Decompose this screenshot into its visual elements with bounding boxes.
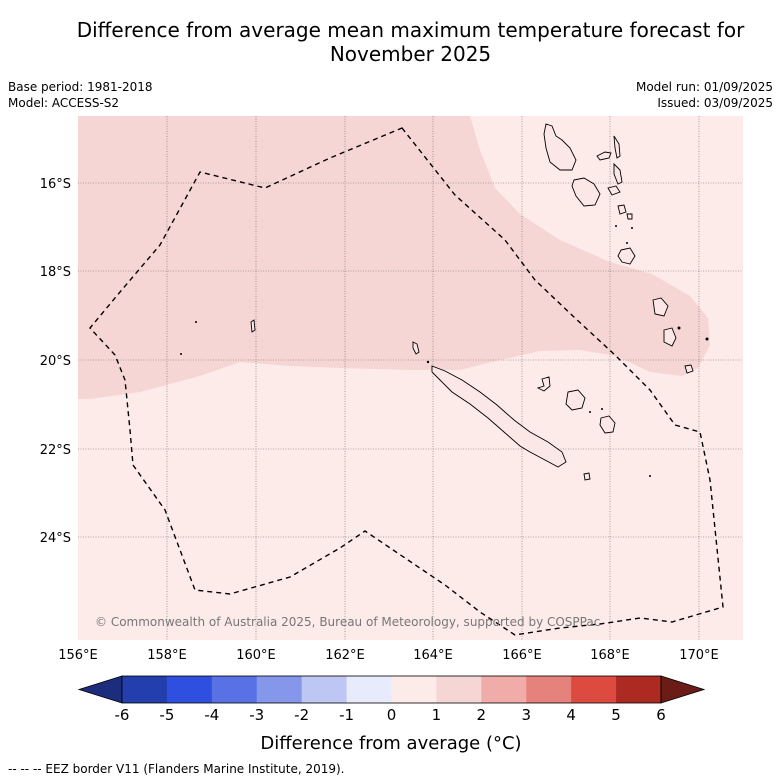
- erromango: [652, 297, 669, 317]
- colorbar-segment: [346, 676, 392, 703]
- lat-label: 20°S: [40, 354, 71, 369]
- title-line-1: Difference from average mean maximum tem…: [76, 18, 745, 42]
- colorbar-segment: [571, 676, 617, 703]
- lat-label: 24°S: [40, 531, 71, 546]
- lon-label: 170°E: [679, 648, 719, 663]
- issued-date: Issued: 03/09/2025: [657, 96, 773, 110]
- mare-island: [599, 415, 616, 434]
- chart-title: Difference from average mean maximum tem…: [0, 18, 781, 66]
- belep-islands: [412, 341, 420, 355]
- small-islets: [180, 225, 709, 477]
- tanna: [663, 327, 677, 347]
- colorbar-tick-labels: -6 -5 -4 -3 -2 -1 0 1 2 3 4 5 6: [115, 706, 666, 724]
- base-period: Base period: 1981-2018: [8, 80, 153, 94]
- lon-label: 156°E: [58, 648, 98, 663]
- isle-of-pines: [583, 472, 591, 481]
- aneityum: [684, 364, 694, 374]
- model-name: Model: ACCESS-S2: [8, 96, 120, 110]
- efate: [617, 247, 636, 265]
- lon-label: 168°E: [590, 648, 630, 663]
- colorbar-segment: [526, 676, 572, 703]
- colorbar-tick-label: -6: [115, 706, 130, 724]
- lat-label: 22°S: [40, 443, 71, 458]
- colorbar-tick-label: -3: [249, 706, 264, 724]
- colorbar-tick-label: 5: [611, 706, 621, 724]
- colorbar-segment: [481, 676, 527, 703]
- colorbar-tick-label: 2: [477, 706, 487, 724]
- colorbar-tick-label: 1: [432, 706, 442, 724]
- rennell-island: [250, 319, 256, 333]
- colorbar-segment: [391, 676, 437, 703]
- colorbar-tick-label: -5: [159, 706, 174, 724]
- lifou-island: [565, 389, 586, 411]
- epi: [617, 204, 627, 215]
- eez-border: [89, 127, 724, 636]
- coastlines: [250, 123, 694, 481]
- colorbar-label: Difference from average (°C): [260, 733, 521, 754]
- ambrym: [607, 185, 621, 196]
- colorbar-extend-high: [660, 675, 706, 704]
- title-line-2: November 2025: [329, 42, 492, 66]
- maewo: [613, 135, 621, 159]
- colorbar-segment: [616, 676, 662, 703]
- colorbar-segment: [301, 676, 348, 703]
- colorbar-segment: [211, 676, 258, 703]
- colorbar-tick-label: -1: [339, 706, 354, 724]
- longitude-labels: 156°E 158°E 160°E 162°E 164°E 166°E 168°…: [58, 648, 719, 663]
- anomaly-region-1-2: [78, 116, 710, 399]
- colorbar-segment: [166, 676, 213, 703]
- colorbar-segment: [122, 676, 168, 703]
- shepherd-islands: [626, 213, 633, 220]
- eez-footnote: -- -- -- EEZ border V11 (Flanders Marine…: [8, 762, 345, 776]
- colorbar-tick-label: 3: [521, 706, 531, 724]
- colorbar-segment: [436, 676, 482, 703]
- ouvea-island: [536, 376, 551, 392]
- colorbar-segment: [256, 676, 303, 703]
- model-run: Model run: 01/09/2025: [635, 80, 773, 94]
- meta-right: Model run: 01/09/2025 Issued: 03/09/2025: [636, 79, 773, 111]
- new-caledonia-grande-terre: [431, 365, 567, 468]
- lat-label: 18°S: [40, 265, 71, 280]
- meta-left: Base period: 1981-2018 Model: ACCESS-S2: [8, 79, 153, 111]
- map-area: © Commonwealth of Australia 2025, Bureau…: [78, 116, 743, 640]
- espiritu-santo: [543, 123, 577, 171]
- latitude-labels: 16°S 18°S 20°S 22°S 24°S: [40, 177, 71, 546]
- lon-label: 162°E: [325, 648, 365, 663]
- lon-label: 164°E: [413, 648, 453, 663]
- colorbar: [77, 675, 706, 704]
- malekula: [571, 177, 601, 207]
- colorbar-tick-label: 6: [656, 706, 666, 724]
- lat-label: 16°S: [40, 177, 71, 192]
- ambae: [596, 151, 612, 161]
- lon-label: 160°E: [236, 648, 276, 663]
- colorbar-tick-label: 4: [566, 706, 576, 724]
- lon-label: 166°E: [502, 648, 542, 663]
- colorbar-tick-label: -4: [204, 706, 219, 724]
- lon-label: 158°E: [147, 648, 187, 663]
- colorbar-frame: [121, 675, 662, 704]
- colorbar-tick-label: 0: [387, 706, 397, 724]
- graticule: [78, 116, 743, 640]
- copyright-notice: © Commonwealth of Australia 2025, Bureau…: [95, 615, 600, 629]
- pentecost: [613, 162, 623, 185]
- colorbar-tick-label: -2: [294, 706, 309, 724]
- colorbar-extend-low: [77, 675, 123, 704]
